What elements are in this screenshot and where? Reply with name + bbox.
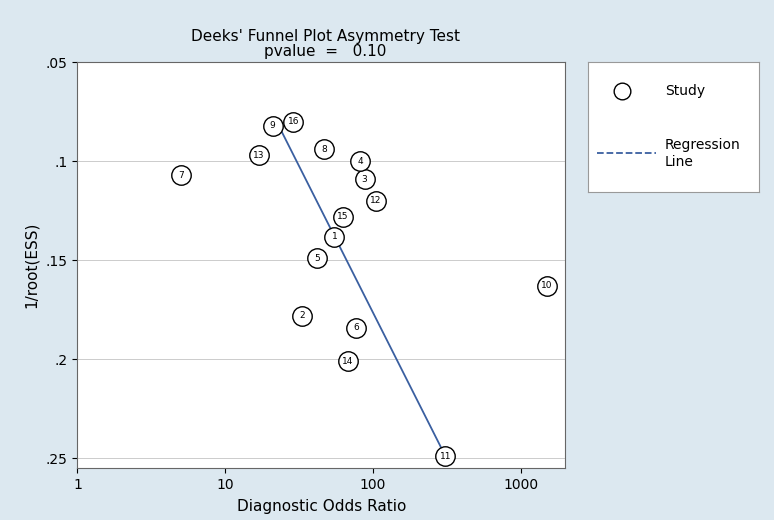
Text: 12: 12 (370, 197, 382, 205)
Text: 10: 10 (541, 281, 553, 291)
Text: 2: 2 (299, 311, 304, 320)
Text: 6: 6 (353, 323, 359, 332)
Text: 7: 7 (178, 171, 183, 180)
Text: 9: 9 (270, 121, 276, 130)
Text: 3: 3 (361, 175, 368, 184)
Text: pvalue  =   0.10: pvalue = 0.10 (264, 44, 386, 59)
Text: Deeks' Funnel Plot Asymmetry Test: Deeks' Funnel Plot Asymmetry Test (190, 29, 460, 44)
Text: 13: 13 (253, 151, 265, 160)
Text: 11: 11 (440, 452, 451, 461)
Text: 5: 5 (314, 254, 320, 263)
Text: 14: 14 (342, 357, 354, 366)
Text: 15: 15 (337, 212, 349, 221)
Text: Study: Study (665, 84, 705, 98)
Text: 1: 1 (331, 232, 337, 241)
Text: 4: 4 (358, 157, 363, 166)
Text: 8: 8 (321, 145, 327, 154)
X-axis label: Diagnostic Odds Ratio: Diagnostic Odds Ratio (237, 499, 406, 514)
Y-axis label: 1/root(ESS): 1/root(ESS) (24, 222, 39, 308)
Text: 16: 16 (288, 117, 300, 126)
Text: Regression
Line: Regression Line (665, 138, 741, 168)
